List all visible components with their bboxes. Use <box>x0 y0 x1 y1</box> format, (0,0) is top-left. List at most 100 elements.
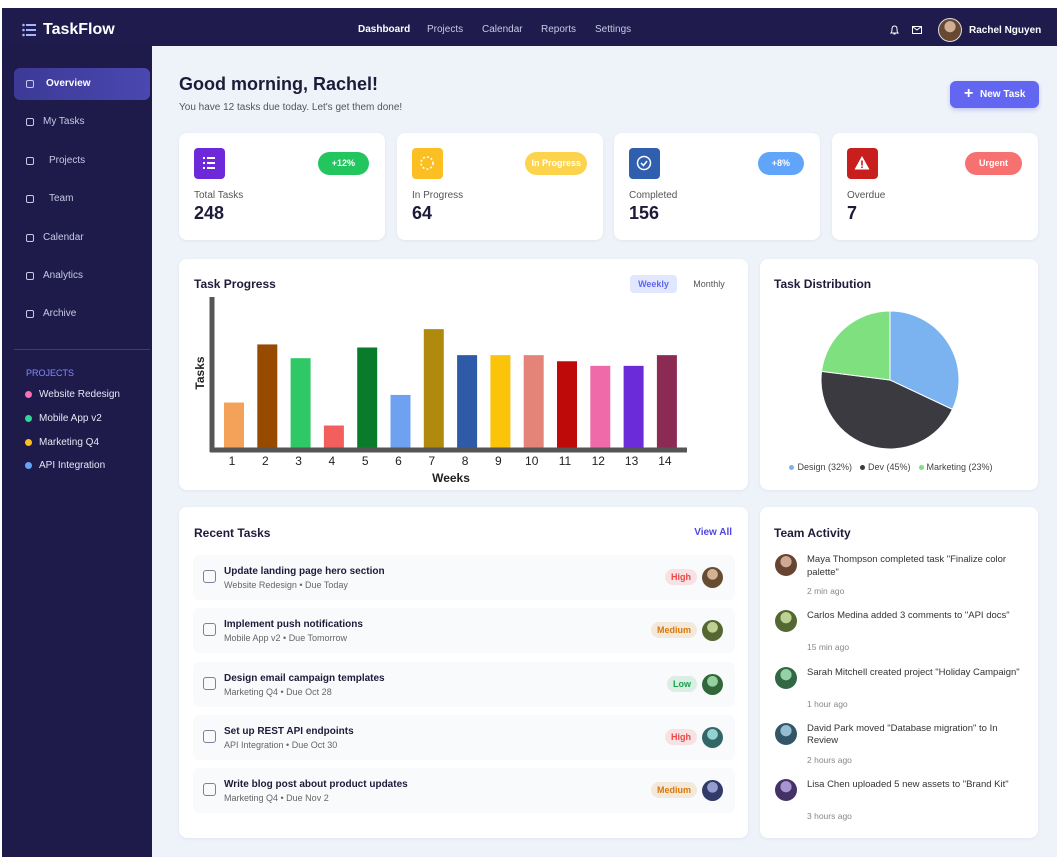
menu-icon <box>26 272 34 280</box>
card-title: Recent Tasks <box>194 526 271 540</box>
bar <box>423 329 444 450</box>
chart-title: Task Distribution <box>774 277 872 291</box>
activity-time: 2 min ago <box>807 586 845 596</box>
new-task-button[interactable]: + New Task <box>950 81 1039 108</box>
task-title: Set up REST API endpoints <box>224 725 354 737</box>
menu-icon <box>26 157 34 165</box>
nav-link[interactable]: Dashboard <box>358 24 411 35</box>
x-tick-label: 1 <box>229 454 236 468</box>
menu-item[interactable]: My Tasks <box>43 116 85 127</box>
checkbox[interactable] <box>203 676 216 690</box>
subtitle: You have 12 tasks due today. Let's get t… <box>179 102 403 113</box>
project-link[interactable]: Website Redesign <box>39 389 120 400</box>
projects-heading: PROJECTS <box>26 368 75 378</box>
menu-icon <box>26 234 34 242</box>
avatar <box>938 18 962 42</box>
glyph-part <box>203 157 205 159</box>
project-dot <box>25 415 32 422</box>
checkbox[interactable] <box>203 729 216 743</box>
icon-glyph <box>420 156 434 170</box>
menu-item[interactable]: Analytics <box>43 270 84 281</box>
task-meta: Marketing Q4 • Due Oct 28 <box>224 686 332 697</box>
x-tick-label: 2 <box>262 454 269 468</box>
project-link[interactable]: API Integration <box>39 460 106 471</box>
nav-link[interactable]: Settings <box>595 24 632 35</box>
menu-item[interactable]: Team <box>49 193 74 204</box>
task-row: Write blog post about product updates Mar… <box>193 768 735 814</box>
menu-icon <box>26 80 34 88</box>
priority-badge: High <box>665 569 697 585</box>
activity-time: 15 min ago <box>807 642 850 653</box>
pie-slice <box>889 310 960 411</box>
menu-item[interactable]: Calendar <box>43 232 84 243</box>
nav-link[interactable]: Calendar <box>482 24 523 35</box>
bell <box>889 25 900 35</box>
x-tick-label: 5 <box>362 454 369 468</box>
stat-badge: In Progress <box>525 152 587 175</box>
task-row: Implement push notifications Mobile App v… <box>193 608 735 654</box>
menu-icon <box>26 310 34 318</box>
pie-slice <box>820 370 954 450</box>
priority-badge: Low <box>667 675 697 692</box>
glyph-part <box>207 157 215 159</box>
bar <box>523 355 544 450</box>
menu-icon <box>22 23 36 37</box>
checkbox[interactable] <box>203 623 216 637</box>
view-all-link[interactable]: View All <box>694 527 732 538</box>
x-tick-label: 14 <box>658 454 672 468</box>
task-row: Design email campaign templates Marketing… <box>193 661 735 707</box>
mail <box>912 26 922 34</box>
button-label: New Task <box>980 89 1026 100</box>
stat-value: 64 <box>412 203 433 223</box>
menu-item[interactable]: Overview <box>46 78 91 89</box>
stat-label: In Progress <box>412 190 464 201</box>
bar <box>26 29 36 31</box>
task-meta: Website Redesign • Due Today <box>224 580 348 590</box>
toggle[interactable]: Monthly <box>693 279 725 289</box>
bar <box>623 365 644 450</box>
project-link[interactable]: Mobile App v2 <box>39 413 102 424</box>
avatar <box>775 666 797 689</box>
stat-value: 248 <box>194 203 225 223</box>
x-tick-label: 6 <box>395 454 402 468</box>
glyph-part <box>207 162 215 164</box>
x-tick-label: 12 <box>592 454 606 468</box>
stat-icon <box>847 148 878 179</box>
sidebar <box>2 46 152 857</box>
nav-link[interactable]: Reports <box>541 24 577 35</box>
menu-item[interactable]: Archive <box>43 308 77 319</box>
recent-tasks-card: Recent Tasks View All Update landing page … <box>179 507 748 838</box>
checkbox[interactable] <box>203 783 216 797</box>
activity-time: 3 hours ago <box>807 811 852 822</box>
bar <box>590 365 611 450</box>
avatar <box>775 722 797 745</box>
stat-label: Total Tasks <box>194 190 244 201</box>
pie-chart <box>820 310 960 450</box>
bar <box>26 34 36 36</box>
legend-label: Dev (45%) <box>867 462 911 472</box>
task-distribution-card: Task Distribution Design (32%) Dev (45%) Ma… <box>760 259 1038 490</box>
project-dot <box>25 439 32 446</box>
glyph-part <box>203 162 205 164</box>
stat-icon <box>412 148 443 179</box>
card-title: Team Activity <box>774 526 851 540</box>
avatar <box>702 567 723 588</box>
bar <box>490 355 511 450</box>
bar <box>323 425 344 450</box>
stat-label: Completed <box>629 190 678 201</box>
legend-label: Design (32%) <box>797 462 852 472</box>
dot <box>22 23 25 27</box>
project-link[interactable]: Marketing Q4 <box>39 437 100 448</box>
toggle[interactable]: Weekly <box>630 275 677 293</box>
icon-glyph <box>636 155 652 171</box>
stat-badge: Urgent <box>965 152 1022 175</box>
project-dot <box>25 462 32 469</box>
nav-link[interactable]: Projects <box>427 24 464 35</box>
legend-item: Marketing (23%) <box>918 462 993 472</box>
checkbox[interactable] <box>203 570 216 583</box>
menu-item[interactable]: Projects <box>49 155 86 166</box>
bar <box>390 394 411 450</box>
top-nav <box>2 8 1057 46</box>
legend-label: Marketing (23%) <box>926 462 993 472</box>
